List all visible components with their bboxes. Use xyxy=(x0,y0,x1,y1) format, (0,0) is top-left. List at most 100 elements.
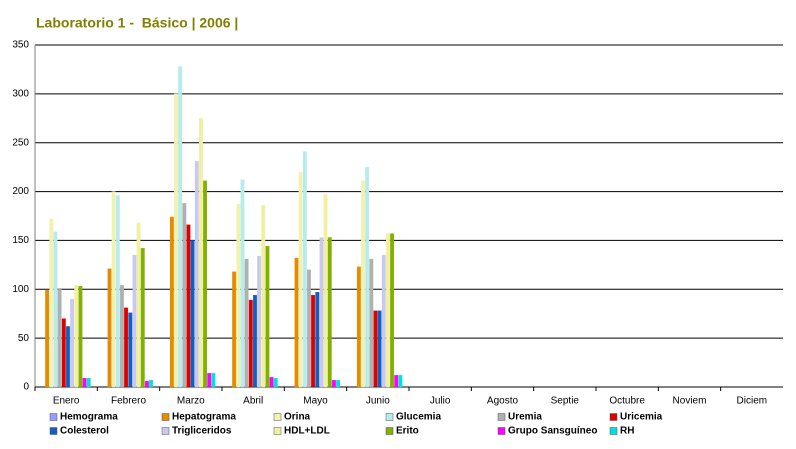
legend-label: Hemograma xyxy=(60,412,118,423)
bar xyxy=(307,269,311,388)
bar xyxy=(111,191,116,388)
x-tick-label: Junio xyxy=(366,396,390,407)
bar xyxy=(253,294,257,388)
bar xyxy=(390,233,395,388)
x-tick-label: Octubre xyxy=(609,396,645,407)
legend-swatch xyxy=(49,413,58,421)
y-tick-label: 350 xyxy=(12,40,29,51)
bar xyxy=(398,375,403,388)
bar xyxy=(86,378,91,388)
bar xyxy=(149,380,153,388)
bar xyxy=(190,240,195,388)
bar xyxy=(336,380,340,388)
legend-swatch xyxy=(497,427,506,435)
y-tick-label: 250 xyxy=(12,137,29,148)
bar xyxy=(319,237,324,388)
bar xyxy=(144,380,149,388)
legend-swatch xyxy=(609,427,618,435)
bar xyxy=(361,180,365,388)
legend-label: Trigliceridos xyxy=(172,426,232,437)
bar xyxy=(136,222,141,388)
bar xyxy=(232,271,237,388)
bar xyxy=(57,289,62,388)
legend-label: Erito xyxy=(396,426,419,437)
bar xyxy=(331,380,336,388)
bar xyxy=(327,237,332,388)
bar xyxy=(273,378,278,388)
bar xyxy=(257,255,262,388)
bar xyxy=(169,216,174,388)
bar xyxy=(365,166,370,388)
y-tick-label: 0 xyxy=(23,382,29,393)
bar xyxy=(311,294,316,388)
legend-swatch xyxy=(385,413,394,421)
bar xyxy=(78,286,83,388)
bar xyxy=(377,310,382,388)
bar xyxy=(315,292,320,388)
bar xyxy=(132,254,137,388)
x-tick-label: Enero xyxy=(53,396,80,407)
bar xyxy=(61,318,66,388)
legend-label: Grupo Sansguíneo xyxy=(508,426,597,437)
x-tick-label: Diciem xyxy=(737,396,768,407)
bar xyxy=(373,310,378,388)
y-tick-label: 200 xyxy=(12,186,29,197)
bar xyxy=(244,258,249,388)
bar xyxy=(323,194,328,388)
y-tick-label: 100 xyxy=(12,284,29,295)
legend-label: Glucemia xyxy=(396,412,441,423)
bar xyxy=(385,233,390,388)
bar xyxy=(269,377,274,388)
x-tick-label: Agosto xyxy=(487,396,519,407)
y-tick-label: 50 xyxy=(18,333,30,344)
legend-swatch xyxy=(161,413,170,421)
x-tick-label: Julio xyxy=(430,396,451,407)
bar xyxy=(369,258,374,388)
bar xyxy=(53,231,58,388)
bar xyxy=(124,307,129,388)
bar xyxy=(82,378,87,388)
legend-swatch xyxy=(273,427,282,435)
legend-label: RH xyxy=(620,426,634,437)
legend-swatch xyxy=(273,413,282,421)
bar xyxy=(107,268,112,388)
bar xyxy=(74,285,79,388)
legend-label: Colesterol xyxy=(60,426,109,437)
chart-title: Laboratorio 1 - Básico | 2006 | xyxy=(36,15,238,31)
bar xyxy=(45,290,50,388)
x-tick-label: Mayo xyxy=(303,396,328,407)
bar xyxy=(70,298,75,388)
legend-swatch xyxy=(49,427,58,435)
bar xyxy=(182,203,187,388)
bar xyxy=(178,66,183,388)
legend-swatch xyxy=(385,427,394,435)
bar xyxy=(198,118,203,388)
x-tick-label: Abril xyxy=(243,396,263,407)
bar xyxy=(294,257,299,388)
y-tick-label: 300 xyxy=(12,88,29,99)
bar xyxy=(140,248,145,388)
bar xyxy=(236,204,241,388)
legend-label: Orina xyxy=(284,412,311,423)
bar xyxy=(128,312,133,388)
bar xyxy=(66,326,70,388)
bar xyxy=(49,218,54,388)
bar xyxy=(203,180,208,388)
legend-label: HDL+LDL xyxy=(284,426,330,437)
bar xyxy=(302,151,307,388)
bar xyxy=(298,171,303,388)
bar xyxy=(115,195,120,388)
legend-label: Uremia xyxy=(508,412,542,423)
bar xyxy=(394,375,399,388)
bar xyxy=(261,205,266,388)
bar xyxy=(207,373,212,388)
bar xyxy=(211,373,216,388)
x-tick-label: Noviem xyxy=(673,396,707,407)
bar xyxy=(174,93,178,388)
bar xyxy=(186,224,191,388)
x-tick-label: Septie xyxy=(551,396,580,407)
bar xyxy=(120,285,124,388)
legend-swatch xyxy=(609,413,618,421)
bar xyxy=(356,266,361,388)
